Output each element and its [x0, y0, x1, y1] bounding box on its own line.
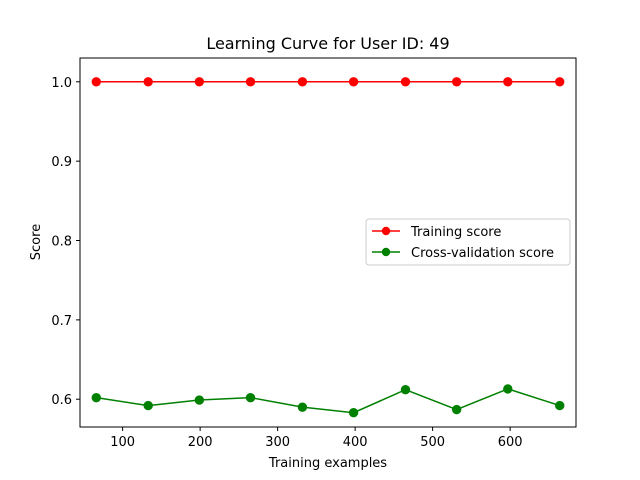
data-point	[503, 384, 513, 394]
y-tick-label: 0.6	[51, 393, 72, 408]
x-axis-ticks: 100 200 300 400 500 600	[110, 427, 523, 450]
data-point	[451, 404, 462, 415]
data-point	[451, 77, 462, 87]
y-tick-label: 0.9	[51, 155, 72, 170]
legend-label: Cross-validation score	[411, 246, 554, 261]
data-point	[194, 395, 205, 405]
x-tick-label: 200	[188, 435, 213, 450]
x-tick-label: 400	[343, 435, 368, 450]
data-point	[348, 77, 359, 87]
data-point	[503, 77, 513, 87]
data-point	[400, 385, 411, 395]
series-cross-validation-score	[91, 384, 565, 418]
data-point	[297, 77, 308, 87]
y-tick-label: 1.0	[51, 76, 72, 91]
data-point	[348, 408, 359, 418]
data-point	[143, 77, 153, 87]
data-point	[400, 77, 411, 87]
data-point	[143, 400, 153, 411]
y-tick-label: 0.8	[51, 235, 72, 250]
x-tick-label: 100	[110, 435, 135, 450]
data-point	[194, 77, 205, 87]
legend-box	[365, 218, 571, 266]
legend-marker-swatch	[381, 226, 391, 236]
x-tick-label: 500	[420, 435, 445, 450]
axes-frame	[79, 57, 577, 428]
data-point	[245, 77, 256, 87]
y-axis-ticks: 0.6 0.7 0.8 0.9 1.0	[51, 76, 80, 408]
data-point	[555, 77, 565, 87]
data-point	[245, 392, 256, 403]
legend-marker-swatch	[381, 247, 391, 257]
data-point	[91, 77, 101, 87]
plot-area	[91, 77, 565, 418]
series-line	[96, 388, 560, 414]
series-training-score	[91, 77, 565, 87]
data-point	[297, 402, 308, 412]
x-axis-label: Training examples	[268, 456, 387, 471]
legend: Training score Cross-validation score	[365, 218, 571, 266]
chart-title: Learning Curve for User ID: 49	[206, 34, 449, 53]
data-point	[555, 400, 565, 411]
x-tick-label: 300	[265, 435, 290, 450]
legend-label: Training score	[410, 225, 501, 240]
y-tick-label: 0.7	[51, 314, 72, 329]
data-point	[91, 392, 101, 403]
x-tick-label: 600	[498, 435, 523, 450]
y-axis-label: Score	[29, 224, 44, 260]
